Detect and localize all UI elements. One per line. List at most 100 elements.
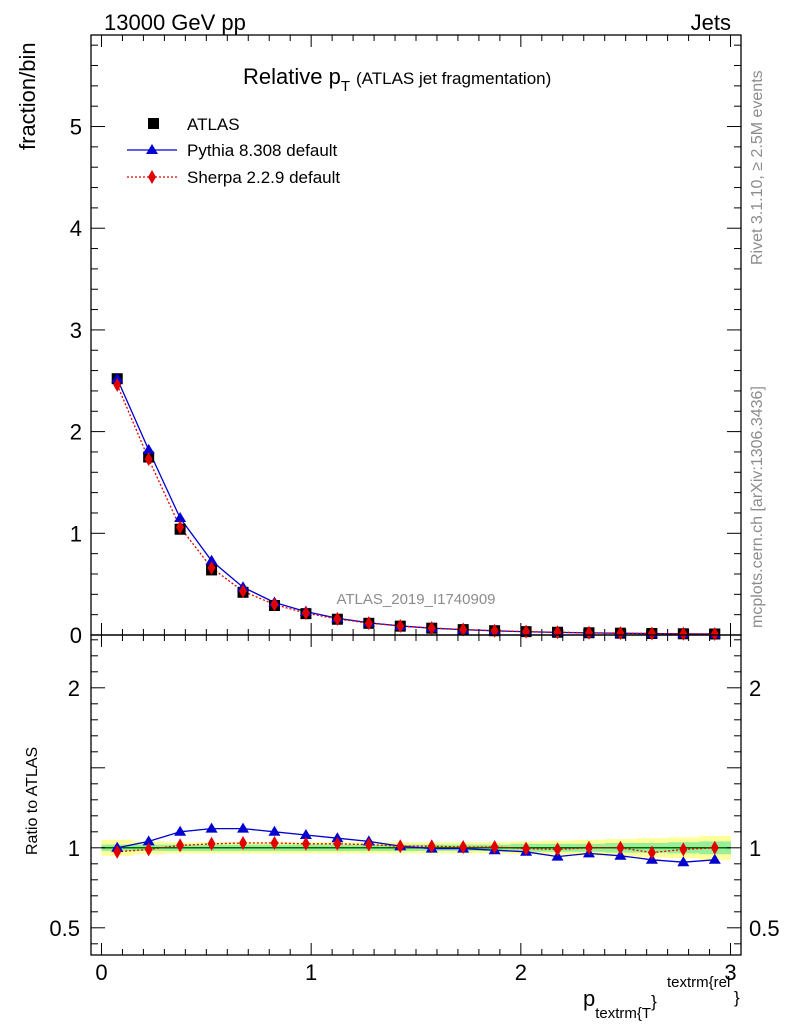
main-y-tick-label: 0 [70,623,82,648]
ratio-sherpa-point [427,839,436,854]
x-tick-label: 2 [515,960,527,985]
x-tick-labels: 0 1 2 3 [95,960,736,985]
series-sherpa-point [584,625,593,640]
series-pythia-point [205,554,218,565]
ratio-sherpa-point [522,841,531,856]
legend-pythia-marker [146,144,158,154]
ratio-series [111,822,721,867]
series-sherpa-point [270,597,279,612]
series-sherpa-point [710,626,719,641]
series-pythia-point [142,443,155,454]
ratio-pythia-point [299,829,312,839]
ratio-pythia-point [268,825,281,836]
ratio-sherpa-point [616,840,625,855]
legend-sherpa-marker [148,170,156,184]
main-y-tick-label: 4 [70,216,82,241]
legend-entry-sherpa: Sherpa 2.2.9 default [127,168,340,187]
main-y-axis-label: fraction/bin [15,42,40,150]
ratio-y-tick-label-left: 0.5 [49,916,80,941]
ratio-sherpa-point [239,836,248,850]
header-right: Jets [691,10,731,35]
ratio-y-tick-label-left: 2 [68,676,80,701]
rivet-label: Rivet 3.1.10, ≥ 2.5M events [749,70,766,265]
ratio-sherpa-point [207,836,216,851]
ratio-sherpa-point [459,840,468,854]
ratio-y-tick-label-right: 1 [749,836,761,861]
ratio-pythia-point [677,856,690,867]
mcplots-label: mcplots.cern.ch [arXiv:1306.3436] [749,386,766,628]
legend-pythia-label: Pythia 8.308 default [187,141,338,160]
x-tick-label: 0 [95,960,107,985]
main-y-tick-label: 2 [70,420,82,445]
series-sherpa-point [239,584,248,599]
ratio-sherpa-point [144,842,153,857]
header-left: 13000 GeV pp [104,10,246,35]
series-sherpa-point [176,520,185,535]
main-title-rest: (ATLAS jet fragmentation) [356,69,551,88]
x-label-end: } [734,988,740,1007]
ratio-sherpa-point [553,842,562,857]
ratio-sherpa-point [113,844,122,859]
series-sherpa-point [113,377,122,392]
series-sherpa-point [301,606,310,621]
ratio-sherpa-point [364,837,373,852]
legend-sherpa-label: Sherpa 2.2.9 default [187,168,340,187]
main-y-tick-label: 1 [70,521,82,546]
ratio-pythia-point [708,853,721,864]
main-panel: Relative pT (ATLAS jet fragmentation) fra… [15,34,742,648]
main-y-tick-label: 5 [70,115,82,140]
ratio-y-tick-label-left: 1 [68,836,80,861]
ratio-pythia-point [174,825,187,836]
main-axis-ticks [91,35,741,636]
ratio-sherpa-point [584,840,593,855]
main-title-main: Relative p [243,64,341,89]
x-axis-label: ptextrm{T}textrm{rel} [583,974,740,1022]
series-sherpa-point [364,616,373,631]
series-sherpa-point [396,619,405,634]
x-label-sup: textrm{rel [667,974,730,991]
legend-atlas-marker [148,118,159,129]
series-pythia-point [174,512,187,523]
ratio-sherpa-point [490,840,499,854]
series-pythia-point [111,372,124,383]
x-label-sub: textrm{T [595,1005,651,1022]
ratio-sherpa-point [270,836,279,850]
ratio-y-axis-label: Ratio to ATLAS [24,747,41,855]
legend: ATLAS Pythia 8.308 default Sherpa 2.2.9 … [127,115,340,187]
ratio-sherpa-point [301,836,310,851]
main-y-tick-label: 3 [70,318,82,343]
ratio-sherpa-point [647,845,656,860]
main-title: Relative pT (ATLAS jet fragmentation) [243,64,551,95]
legend-entry-atlas: ATLAS [148,115,240,134]
x-tick-label: 1 [305,960,317,985]
ratio-y-tick-label-right: 0.5 [749,916,780,941]
ratio-sherpa-point [396,839,405,854]
ratio-y-tick-label-right: 2 [749,676,761,701]
x-tick-label: 3 [724,960,736,985]
ratio-y-tick-labels: 0.5 0.5 1 1 2 2 [49,676,779,941]
legend-entry-pythia: Pythia 8.308 default [127,141,338,160]
series-sherpa-point [553,625,562,640]
series-sherpa-point [616,626,625,641]
series-sherpa-point [647,626,656,641]
x-label-main: p [583,986,595,1011]
series-sherpa-point [207,560,216,575]
series-sherpa-point [679,626,688,641]
main-y-tick-labels: 0 1 2 3 4 5 [70,115,82,648]
series-sherpa-point [144,452,153,467]
legend-atlas-label: ATLAS [187,115,240,134]
ratio-sherpa-point [176,838,185,853]
ratio-pythia-line [117,827,715,863]
main-title-sub: T [341,78,350,95]
x-label-brace: } [651,992,657,1011]
series-sherpa-point [490,623,499,638]
ratio-panel: Ratio to ATLAS 0.5 0.5 1 1 2 2 0 1 2 3 [24,634,780,985]
ratio-pythia-point [237,822,250,833]
analysis-watermark: ATLAS_2019_I1740909 [336,591,495,608]
ratio-pythia-point [142,835,155,846]
series-sherpa-point [333,611,342,626]
ratio-sherpa-point [679,842,688,857]
series-sherpa-point [459,622,468,637]
ratio-frame [90,634,742,956]
